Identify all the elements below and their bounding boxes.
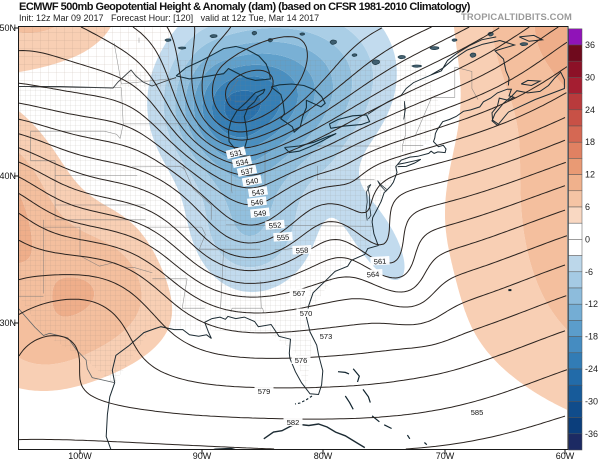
svg-text:30: 30	[585, 72, 595, 82]
svg-text:70W: 70W	[436, 451, 455, 461]
svg-text:573: 573	[320, 332, 333, 341]
svg-text:60W: 60W	[556, 451, 575, 461]
svg-text:-36: -36	[585, 429, 598, 439]
svg-text:12: 12	[585, 170, 595, 180]
svg-text:582: 582	[287, 418, 300, 427]
svg-text:567: 567	[293, 289, 306, 298]
svg-text:0: 0	[585, 234, 590, 244]
svg-text:546: 546	[250, 197, 264, 207]
svg-text:-30: -30	[585, 396, 598, 406]
svg-text:30N: 30N	[0, 318, 16, 328]
svg-text:-12: -12	[585, 299, 598, 309]
svg-text:579: 579	[258, 387, 271, 396]
svg-text:540: 540	[245, 176, 259, 187]
svg-text:576: 576	[295, 356, 308, 365]
svg-text:552: 552	[268, 220, 281, 230]
svg-text:50N: 50N	[0, 23, 16, 33]
svg-text:24: 24	[585, 105, 595, 115]
svg-text:555: 555	[276, 233, 289, 243]
svg-text:570: 570	[300, 309, 313, 318]
svg-text:558: 558	[296, 246, 309, 256]
svg-text:18: 18	[585, 137, 595, 147]
svg-text:585: 585	[471, 408, 484, 417]
svg-text:537: 537	[240, 166, 254, 177]
svg-text:6: 6	[585, 202, 590, 212]
svg-text:80W: 80W	[314, 451, 333, 461]
svg-text:36: 36	[585, 40, 595, 50]
svg-text:-6: -6	[585, 267, 593, 277]
svg-text:549: 549	[253, 208, 266, 218]
svg-text:564: 564	[367, 270, 380, 280]
svg-text:534: 534	[235, 157, 249, 169]
svg-text:-18: -18	[585, 332, 598, 342]
svg-text:100W: 100W	[68, 451, 92, 461]
svg-text:561: 561	[374, 257, 387, 267]
svg-text:40N: 40N	[0, 171, 16, 181]
svg-text:90W: 90W	[193, 451, 212, 461]
svg-text:543: 543	[251, 187, 265, 198]
svg-text:531: 531	[229, 148, 243, 160]
svg-text:-24: -24	[585, 364, 598, 374]
